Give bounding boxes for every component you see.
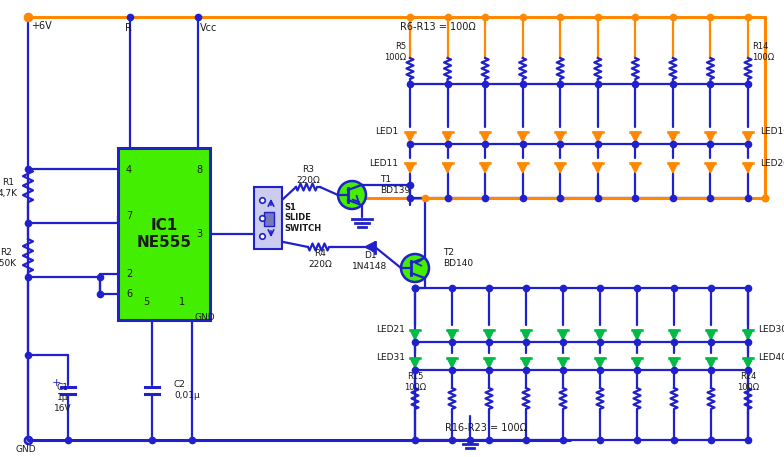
Text: 2: 2	[126, 269, 132, 279]
Polygon shape	[555, 163, 565, 173]
Text: R24
100Ω: R24 100Ω	[737, 372, 759, 392]
Polygon shape	[632, 358, 642, 368]
Polygon shape	[521, 330, 531, 340]
Text: C2
0,01μ: C2 0,01μ	[174, 380, 200, 400]
Text: LED20: LED20	[760, 159, 784, 168]
Bar	[264, 212, 274, 226]
Text: 3: 3	[196, 229, 202, 239]
Polygon shape	[447, 358, 457, 368]
Bar	[254, 187, 282, 249]
Circle shape	[338, 181, 366, 209]
Polygon shape	[480, 163, 490, 173]
Text: 5: 5	[143, 297, 149, 307]
Polygon shape	[410, 358, 420, 368]
Text: 7: 7	[126, 211, 132, 221]
Polygon shape	[669, 330, 679, 340]
Polygon shape	[484, 358, 494, 368]
Text: 1: 1	[179, 297, 185, 307]
Polygon shape	[743, 330, 753, 340]
Text: +6V: +6V	[31, 21, 52, 31]
Text: LED21: LED21	[376, 325, 405, 335]
Polygon shape	[410, 330, 420, 340]
Polygon shape	[630, 132, 641, 142]
Polygon shape	[442, 163, 452, 173]
Text: LED11: LED11	[369, 159, 398, 168]
Text: LED10: LED10	[760, 128, 784, 137]
Polygon shape	[442, 132, 452, 142]
Polygon shape	[706, 358, 716, 368]
Bar	[118, 148, 210, 320]
Polygon shape	[517, 163, 528, 173]
Text: S1
SLIDE
SWITCH: S1 SLIDE SWITCH	[284, 203, 321, 233]
Polygon shape	[593, 132, 603, 142]
Polygon shape	[595, 330, 605, 340]
Text: LED30: LED30	[758, 325, 784, 335]
Text: 8: 8	[196, 165, 202, 175]
Text: R: R	[125, 23, 132, 33]
Text: T2
BD140: T2 BD140	[443, 248, 473, 268]
Polygon shape	[517, 132, 528, 142]
Text: GND: GND	[16, 446, 36, 455]
Polygon shape	[521, 358, 531, 368]
Text: R2
150K: R2 150K	[0, 248, 17, 268]
Polygon shape	[743, 163, 753, 173]
Polygon shape	[669, 358, 679, 368]
Circle shape	[401, 254, 429, 282]
Polygon shape	[595, 358, 605, 368]
Polygon shape	[558, 330, 568, 340]
Text: R15
100Ω: R15 100Ω	[404, 372, 426, 392]
Text: T1
BD139: T1 BD139	[380, 175, 410, 195]
Text: R16-R23 = 100Ω: R16-R23 = 100Ω	[445, 423, 527, 433]
Text: IC1
NE555: IC1 NE555	[136, 218, 191, 250]
Text: Vcc: Vcc	[200, 23, 217, 33]
Polygon shape	[706, 330, 716, 340]
Text: R6-R13 = 100Ω: R6-R13 = 100Ω	[400, 22, 476, 32]
Text: D1
1N4148: D1 1N4148	[352, 251, 387, 271]
Text: 6: 6	[126, 289, 132, 299]
Text: R4
220Ω: R4 220Ω	[308, 250, 332, 269]
Polygon shape	[365, 241, 376, 253]
Text: 4: 4	[126, 165, 132, 175]
Polygon shape	[630, 163, 641, 173]
Polygon shape	[555, 132, 565, 142]
Polygon shape	[447, 330, 457, 340]
Text: R14
100Ω: R14 100Ω	[752, 43, 774, 62]
Text: LED1: LED1	[375, 128, 398, 137]
Text: +: +	[51, 378, 60, 388]
Polygon shape	[706, 132, 716, 142]
Text: R5
100Ω: R5 100Ω	[384, 43, 406, 62]
Polygon shape	[405, 132, 415, 142]
Polygon shape	[405, 163, 415, 173]
Polygon shape	[743, 132, 753, 142]
Polygon shape	[632, 330, 642, 340]
Polygon shape	[593, 163, 603, 173]
Polygon shape	[480, 132, 490, 142]
Text: R3
220Ω: R3 220Ω	[296, 165, 320, 185]
Text: LED40: LED40	[758, 354, 784, 362]
Polygon shape	[668, 132, 678, 142]
Polygon shape	[743, 358, 753, 368]
Text: R1
4,7K: R1 4,7K	[0, 178, 18, 198]
Text: GND: GND	[195, 313, 216, 322]
Polygon shape	[484, 330, 494, 340]
Text: C1
1μ
16V: C1 1μ 16V	[54, 383, 72, 413]
Polygon shape	[558, 358, 568, 368]
Polygon shape	[668, 163, 678, 173]
Polygon shape	[706, 163, 716, 173]
Text: LED31: LED31	[376, 354, 405, 362]
